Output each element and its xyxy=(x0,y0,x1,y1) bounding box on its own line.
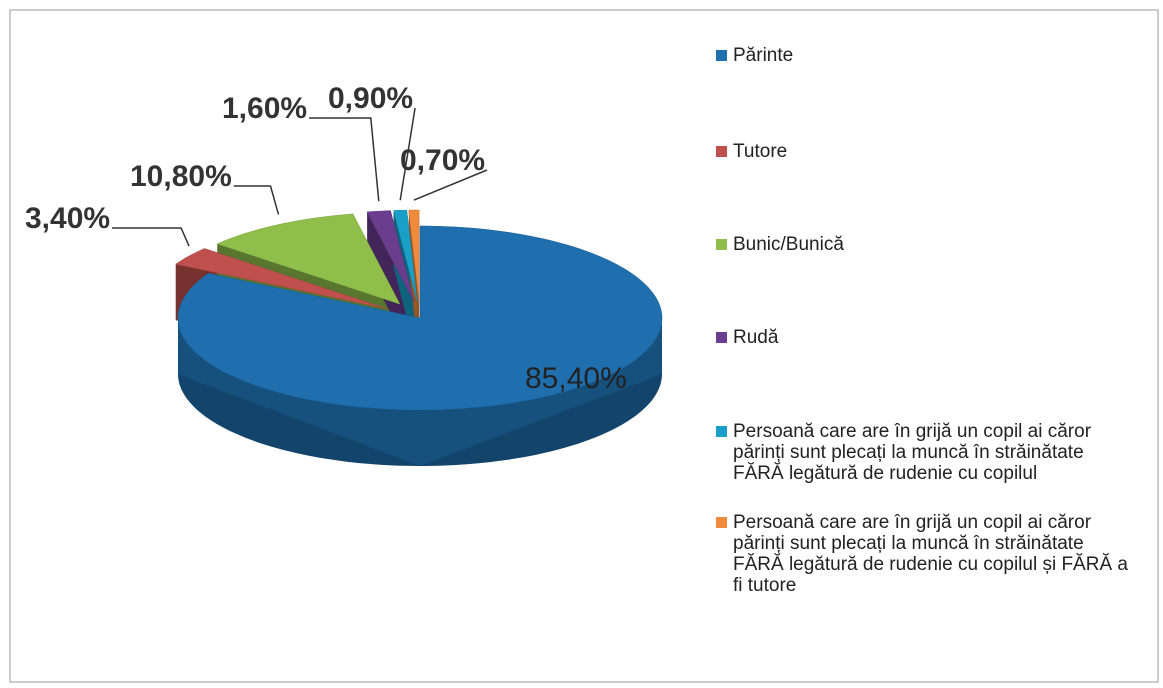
legend-label: Rudă xyxy=(733,327,779,348)
legend-label: Tutore xyxy=(733,141,788,162)
frame xyxy=(9,9,1159,683)
leader-line xyxy=(112,227,190,247)
value-label: 1,60% xyxy=(222,92,307,125)
legend-label: Persoană care are în grijă un copil ai c… xyxy=(733,421,1092,484)
legend-swatch xyxy=(716,426,727,437)
leader-line xyxy=(413,169,488,201)
slice xyxy=(216,213,401,305)
legend-item: Persoană care are în grijă un copil ai c… xyxy=(716,421,1136,484)
value-label: 0,70% xyxy=(400,144,485,177)
legend-item: Părinte xyxy=(716,45,1136,66)
value-label: 85,40% xyxy=(525,362,627,395)
slice xyxy=(393,209,418,303)
value-label: 10,80% xyxy=(130,160,232,193)
value-label: 0,90% xyxy=(328,82,413,115)
legend-label: Persoană care are în grijă un copil ai c… xyxy=(733,512,1128,596)
legend-swatch xyxy=(716,146,727,157)
leader-line xyxy=(233,185,280,215)
legend-label: Părinte xyxy=(733,45,794,66)
leader-line xyxy=(399,107,416,201)
slice xyxy=(175,248,388,310)
legend-item: Bunic/Bunică xyxy=(716,234,1136,255)
leader-line xyxy=(309,117,380,202)
legend-item: Persoană care are în grijă un copil ai c… xyxy=(716,512,1136,596)
slice-wall xyxy=(178,318,662,466)
legend-swatch xyxy=(716,50,727,61)
slice xyxy=(177,225,663,411)
legend-item: Rudă xyxy=(716,327,1136,348)
slice xyxy=(366,210,415,303)
legend-swatch xyxy=(716,332,727,343)
legend-swatch xyxy=(716,239,727,250)
legend-item: Tutore xyxy=(716,141,1136,162)
legend-label: Bunic/Bunică xyxy=(733,234,844,255)
value-label: 3,40% xyxy=(25,202,110,235)
slice xyxy=(408,209,420,303)
legend-swatch xyxy=(716,517,727,528)
